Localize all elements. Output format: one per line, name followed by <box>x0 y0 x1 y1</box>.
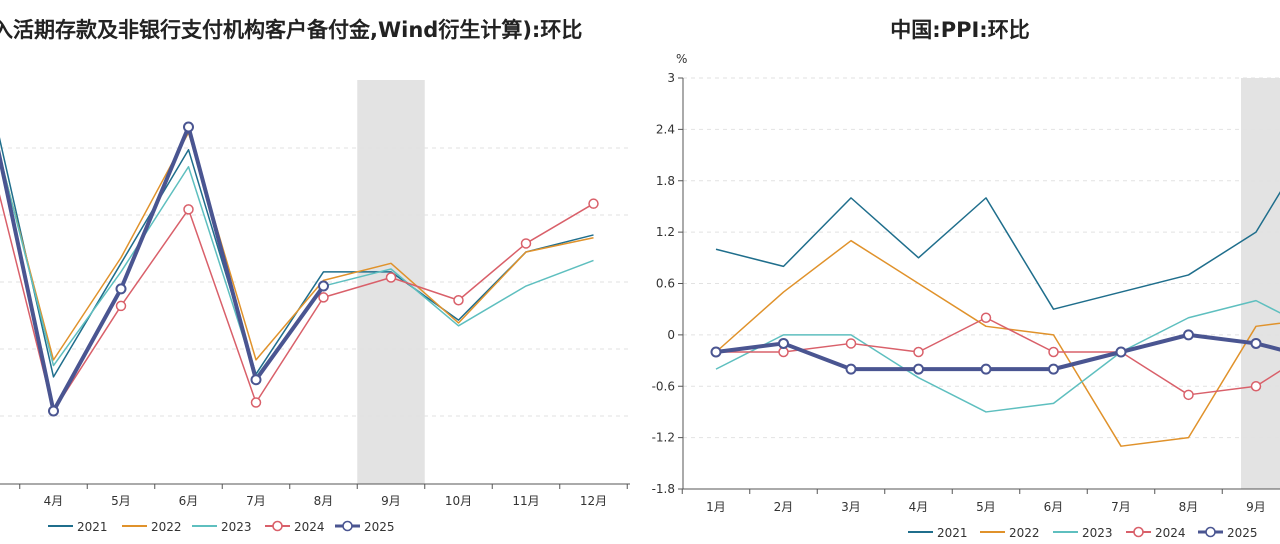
data-point-2024 <box>520 238 532 249</box>
data-point-2025 <box>1250 337 1262 349</box>
legend-label: 2023 <box>1082 526 1113 540</box>
legend-item-2021: 2021 <box>908 526 968 540</box>
data-point-2025 <box>710 346 722 358</box>
x-tick-label: 4月 <box>909 500 929 514</box>
series-line-2025 <box>715 332 1280 372</box>
data-point-2025 <box>778 337 789 349</box>
data-point-2025 <box>1048 363 1059 375</box>
data-point-2025 <box>48 405 59 417</box>
legend-label: 2022 <box>1009 526 1040 540</box>
legend-item-2022: 2022 <box>980 526 1040 540</box>
legend-label: 2025 <box>1227 526 1258 540</box>
data-point-2025 <box>115 283 127 295</box>
legend-marker <box>272 520 283 532</box>
x-tick-label: 7月 <box>1111 500 1131 514</box>
series-line-2022 <box>715 239 1280 447</box>
data-point-2024 <box>183 204 194 215</box>
x-tick-label: 7月 <box>246 494 266 508</box>
legend-marker <box>1133 526 1144 538</box>
legend-item-2024: 2024 <box>265 520 325 534</box>
data-point-2025 <box>318 280 329 292</box>
chart-title: 中国:PPI:环比 <box>890 18 1030 42</box>
y-tick-label: 0.6 <box>656 277 675 291</box>
x-tick-label: 3月 <box>841 500 861 514</box>
data-point-2025 <box>250 374 262 386</box>
series-line-2024 <box>716 317 1280 396</box>
legend-item-2021: 2021 <box>48 520 108 534</box>
legend-label: 2023 <box>221 520 252 534</box>
x-tick-label: 4月 <box>44 494 64 508</box>
data-point-2024 <box>980 312 992 323</box>
y-axis-unit: % <box>676 52 687 66</box>
chart-title: 入活期存款及非银行支付机构客户备付金,Wind衍生计算):环比 <box>0 18 583 42</box>
data-point-2024 <box>318 292 329 303</box>
data-point-2024 <box>250 397 262 408</box>
legend-label: 2021 <box>937 526 968 540</box>
x-tick-label: 8月 <box>1179 500 1199 514</box>
legend-label: 2024 <box>1155 526 1186 540</box>
legend-item-2023: 2023 <box>192 520 252 534</box>
series-line-2021 <box>715 191 1280 310</box>
chart-panel-deposits: 入活期存款及非银行支付机构客户备付金,Wind衍生计算):环比 4月 5月 6月 7月… <box>0 18 630 534</box>
legend-marker <box>1205 526 1216 538</box>
legend-label: 2022 <box>151 520 182 534</box>
x-tick-label: 12月 <box>580 494 607 508</box>
x-tick-label: 2月 <box>774 500 794 514</box>
data-point-2024 <box>913 346 924 358</box>
y-tick-label: -1.8 <box>652 482 675 496</box>
data-point-2025 <box>1115 346 1127 358</box>
series-line-2022 <box>0 131 594 361</box>
chart-svg: 4月 5月 6月 7月 8月 9月 10月 11月 12月 2021 2022 2023 2024 202… <box>0 80 630 534</box>
legend-item-2025: 2025 <box>1198 526 1258 540</box>
legend-label: 2025 <box>364 520 395 534</box>
data-point-2025 <box>913 363 924 375</box>
legend-item-2024: 2024 <box>1126 526 1186 540</box>
data-point-2025 <box>980 363 992 375</box>
chart-panel-ppi: 中国:PPI:环比 % 3 2.4 1.8 1.2 0.6 0 -0.6 -1.2 -1.8 1月 2… <box>640 0 1280 544</box>
legend-label: 2024 <box>294 520 325 534</box>
data-point-2024 <box>385 272 397 283</box>
data-point-2024 <box>1048 346 1059 358</box>
series-line-2023 <box>715 299 1280 413</box>
series-line-2024 <box>0 194 594 412</box>
legend-item-2022: 2022 <box>122 520 182 534</box>
y-tick-label: 0 <box>667 328 675 342</box>
data-point-2024 <box>453 294 464 306</box>
y-tick-label: 1.8 <box>656 174 675 188</box>
x-tick-label: 9月 <box>1246 500 1266 514</box>
y-tick-label: 3 <box>667 71 675 85</box>
data-point-2024 <box>1183 389 1194 401</box>
x-tick-label: 6月 <box>179 494 199 508</box>
y-tick-label: 1.2 <box>656 225 675 239</box>
x-tick-label: 11月 <box>512 494 539 508</box>
data-point-2024 <box>588 198 599 209</box>
data-point-2024 <box>115 300 127 312</box>
legend-marker <box>342 520 353 532</box>
y-tick-label: -0.6 <box>652 379 675 393</box>
series-line-2021 <box>0 137 594 378</box>
x-tick-label: 5月 <box>976 500 996 514</box>
legend-item-2023: 2023 <box>1053 526 1113 540</box>
x-tick-label: 6月 <box>1044 500 1064 514</box>
x-tick-label: 10月 <box>445 494 472 508</box>
chart-svg: %3 2.4 1.8 1.2 0.6 0 -0.6 -1.2 -1.8 1月 2月 3月 4月 5月 6月 7… <box>652 52 1280 540</box>
data-point-2025 <box>183 121 194 133</box>
series-line-2025 <box>0 125 326 413</box>
y-tick-label: -1.2 <box>652 431 675 445</box>
y-tick-label: 2.4 <box>656 122 675 136</box>
legend-label: 2021 <box>77 520 108 534</box>
data-point-2025 <box>1183 329 1194 341</box>
x-tick-label: 8月 <box>314 494 334 508</box>
x-tick-label: 5月 <box>111 494 131 508</box>
data-point-2024 <box>1250 381 1262 392</box>
x-tick-label: 1月 <box>706 500 726 514</box>
data-point-2024 <box>845 338 857 349</box>
series-line-2023 <box>0 153 594 378</box>
data-point-2025 <box>845 363 857 375</box>
legend-item-2025: 2025 <box>335 520 395 534</box>
x-tick-label: 9月 <box>381 494 401 508</box>
